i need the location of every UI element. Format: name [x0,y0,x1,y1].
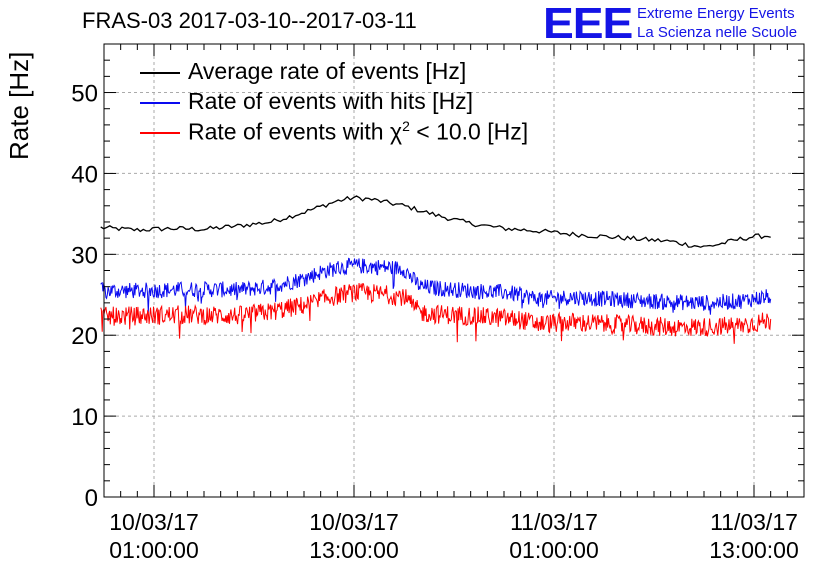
legend-label-chi2: Rate of events with χ2 < 10.0 [Hz] [188,118,528,146]
x-tick-label-time: 01:00:00 [109,537,199,563]
legend-chi2-suffix: < 10.0 [Hz] [409,118,529,145]
legend-swatch-chi2 [140,132,180,134]
x-tick-label-time: 13:00:00 [709,537,799,563]
y-tick-label: 0 [85,485,98,512]
y-tick-label: 20 [71,323,98,350]
series-line-0 [100,195,771,248]
y-tick-label: 40 [71,161,98,188]
eee-logo: EEE [543,0,633,48]
x-tick-label-time: 01:00:00 [509,537,599,563]
y-tick-label: 30 [71,242,98,269]
series-line-2 [100,283,772,344]
legend-label-hits: Rate of events with hits [Hz] [188,88,474,114]
y-tick-label: 50 [71,81,98,108]
logo-caption: Extreme Energy Events La Scienza nelle S… [637,4,797,42]
legend-label-average: Average rate of events [Hz] [188,58,467,84]
legend-swatch-hits [140,102,180,104]
legend-chi2-symbol: χ [390,118,403,145]
x-tick-label-date: 10/03/17 [109,509,199,535]
x-tick-label-time: 13:00:00 [309,537,399,563]
y-tick-label: 10 [71,404,98,431]
series-line-1 [100,257,772,315]
x-tick-label-date: 11/03/17 [710,509,798,535]
legend-swatch-average [140,72,180,74]
x-tick-label-date: 10/03/17 [309,509,399,535]
legend-chi2-prefix: Rate of events with [188,118,390,145]
x-tick-label-date: 11/03/17 [510,509,598,535]
legend-chi2-exponent: 2 [402,118,410,134]
logo-line-2: La Scienza nelle Scuole [637,24,798,41]
y-axis-label: Rate [Hz] [4,51,34,160]
logo-line-1: Extreme Energy Events [637,5,795,22]
chart-title: FRAS-03 2017-03-10--2017-03-11 [82,8,417,33]
